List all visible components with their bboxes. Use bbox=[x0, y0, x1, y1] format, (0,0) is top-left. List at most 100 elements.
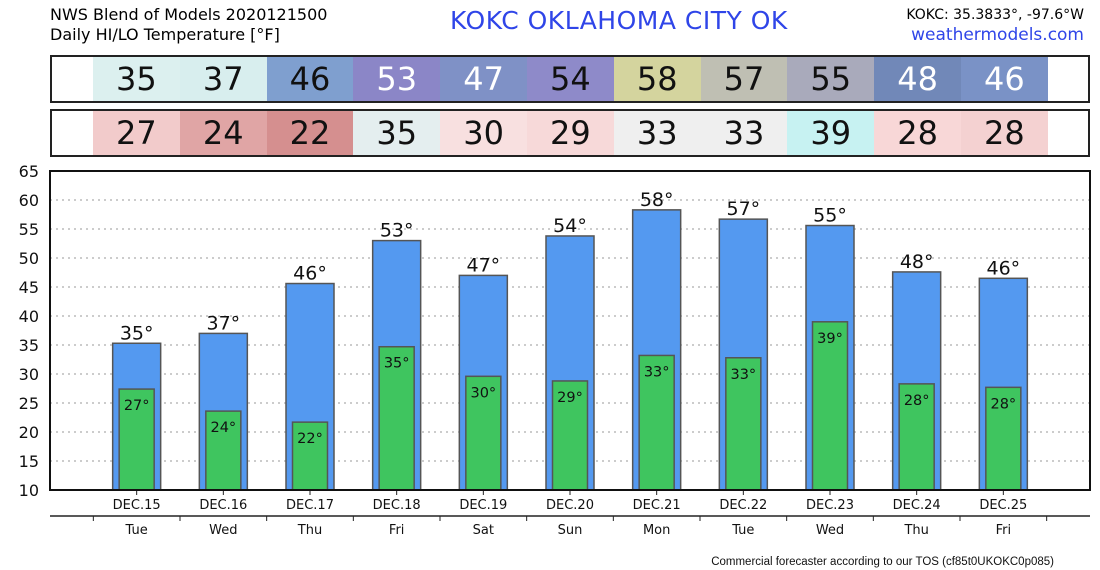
lo-data-label: 33° bbox=[730, 367, 756, 383]
hi-cell-4: 53 bbox=[353, 57, 441, 101]
lo-bar bbox=[638, 354, 675, 491]
lo-bar bbox=[378, 345, 415, 491]
x-tick-label: DEC.16 bbox=[199, 498, 247, 513]
lo-cell-11: 28 bbox=[961, 111, 1048, 155]
hi-cell-6: 54 bbox=[527, 57, 614, 101]
lo-bar bbox=[811, 321, 849, 491]
lo-cell-6: 29 bbox=[527, 111, 614, 155]
chart-subtitle: Daily HI/LO Temperature [°F] bbox=[50, 25, 280, 44]
y-tick-label: 30 bbox=[19, 365, 39, 384]
lo-bar bbox=[465, 375, 502, 491]
lo-cell-10: 28 bbox=[874, 111, 961, 155]
x-weekday-label: Sat bbox=[473, 523, 494, 538]
y-tick-label: 40 bbox=[19, 307, 39, 326]
lo-data-label: 24° bbox=[210, 420, 236, 436]
site-link[interactable]: weathermodels.com bbox=[911, 25, 1084, 45]
x-tick-label: DEC.23 bbox=[806, 498, 854, 513]
hi-data-label: 47° bbox=[466, 254, 500, 276]
hi-cell-5: 47 bbox=[440, 57, 527, 101]
x-weekday-label: Tue bbox=[125, 523, 148, 538]
hi-cell-11: 46 bbox=[961, 57, 1048, 101]
lo-data-label: 39° bbox=[817, 331, 843, 347]
y-tick-label: 50 bbox=[19, 249, 39, 268]
x-tick-label: DEC.21 bbox=[633, 498, 681, 513]
hi-data-label: 48° bbox=[900, 251, 934, 273]
y-tick-label: 45 bbox=[19, 278, 39, 297]
header-left: NWS Blend of Models 2020121500 Daily HI/… bbox=[50, 5, 327, 45]
x-tick-label: DEC.17 bbox=[286, 498, 334, 513]
lo-bar bbox=[118, 388, 155, 491]
lo-cell-4: 35 bbox=[353, 111, 441, 155]
x-weekday-label: Fri bbox=[996, 523, 1012, 538]
lo-data-label: 28° bbox=[904, 393, 930, 409]
x-tick-label: DEC.25 bbox=[979, 498, 1027, 513]
lo-data-label: 29° bbox=[557, 390, 583, 406]
y-tick-label: 65 bbox=[19, 162, 39, 181]
lo-bar bbox=[898, 383, 935, 491]
plot-frame bbox=[49, 170, 1091, 491]
x-weekday-label: Wed bbox=[209, 523, 237, 538]
x-weekday-label: Mon bbox=[643, 523, 670, 538]
hi-cell-1: 35 bbox=[93, 57, 180, 101]
lo-cell-8: 33 bbox=[700, 111, 788, 155]
y-tick-label: 15 bbox=[19, 452, 39, 471]
hi-cell-10: 48 bbox=[874, 57, 961, 101]
lo-cell-5: 30 bbox=[440, 111, 527, 155]
station-title: KOKC OKLAHOMA CITY OK bbox=[450, 6, 788, 35]
lo-data-label: 27° bbox=[124, 398, 150, 414]
hi-cell-7: 58 bbox=[613, 57, 701, 101]
y-tick-label: 55 bbox=[19, 220, 39, 239]
x-tick-label: DEC.15 bbox=[113, 498, 161, 513]
x-tick-label: DEC.18 bbox=[373, 498, 421, 513]
lo-cell-1: 27 bbox=[93, 111, 180, 155]
y-tick-label: 60 bbox=[19, 191, 39, 210]
lo-temperature-strip: 27 24 22 35 30 29 33 33 39 28 28 bbox=[50, 109, 1090, 157]
lo-bar bbox=[725, 357, 762, 491]
lo-cell-7: 33 bbox=[613, 111, 701, 155]
hi-data-label: 58° bbox=[640, 189, 674, 211]
lo-data-label: 28° bbox=[990, 396, 1016, 412]
y-tick-label: 20 bbox=[19, 423, 39, 442]
hi-data-label: 37° bbox=[206, 312, 240, 334]
lo-data-label: 22° bbox=[297, 431, 323, 447]
x-tick-label: DEC.22 bbox=[719, 498, 767, 513]
x-weekday-label: Fri bbox=[389, 523, 405, 538]
lo-cell-9: 39 bbox=[787, 111, 875, 155]
lo-bar bbox=[985, 386, 1022, 491]
y-tick-label: 35 bbox=[19, 336, 39, 355]
y-tick-label: 25 bbox=[19, 394, 39, 413]
x-tick-label: DEC.19 bbox=[459, 498, 507, 513]
y-tick-label: 10 bbox=[19, 481, 39, 500]
lo-cell-3: 22 bbox=[266, 111, 354, 155]
lo-data-label: 33° bbox=[644, 364, 670, 380]
x-tick-label: DEC.24 bbox=[893, 498, 941, 513]
hi-data-label: 57° bbox=[726, 198, 760, 220]
hi-data-label: 53° bbox=[380, 220, 414, 242]
lo-data-label: 35° bbox=[384, 356, 410, 372]
x-weekday-label: Thu bbox=[297, 523, 322, 538]
hi-data-label: 46° bbox=[986, 257, 1020, 279]
lo-bar bbox=[291, 421, 329, 491]
header-right: KOKC: 35.3833°, -97.6°W weathermodels.co… bbox=[906, 5, 1084, 45]
lo-data-label: 30° bbox=[470, 385, 496, 401]
hi-data-label: 55° bbox=[813, 205, 847, 227]
hi-temperature-strip: 35 37 46 53 47 54 58 57 55 48 46 bbox=[50, 55, 1090, 103]
hi-data-label: 46° bbox=[293, 263, 327, 285]
hi-cell-9: 55 bbox=[787, 57, 875, 101]
hi-data-label: 35° bbox=[120, 322, 154, 344]
temperature-chart: 10 15 20 25 30 35 40 45 50 55 60 65 35° 27° DEC.15 Tue 3… bbox=[19, 162, 1091, 538]
x-weekday-label: Thu bbox=[903, 523, 928, 538]
x-weekday-label: Sun bbox=[558, 523, 583, 538]
lo-cell-2: 24 bbox=[179, 111, 267, 155]
hi-cell-2: 37 bbox=[179, 57, 267, 101]
lo-bar bbox=[551, 380, 589, 491]
station-coords: KOKC: 35.3833°, -97.6°W bbox=[906, 7, 1084, 23]
model-title: NWS Blend of Models 2020121500 bbox=[50, 5, 328, 24]
hi-cell-8: 57 bbox=[700, 57, 788, 101]
x-weekday-label: Tue bbox=[731, 523, 754, 538]
x-weekday-label: Wed bbox=[816, 523, 844, 538]
hi-data-label: 54° bbox=[553, 215, 587, 237]
footer-note: Commercial forecaster according to our T… bbox=[711, 556, 1054, 568]
x-tick-label: DEC.20 bbox=[546, 498, 594, 513]
hi-cell-3: 46 bbox=[266, 57, 354, 101]
